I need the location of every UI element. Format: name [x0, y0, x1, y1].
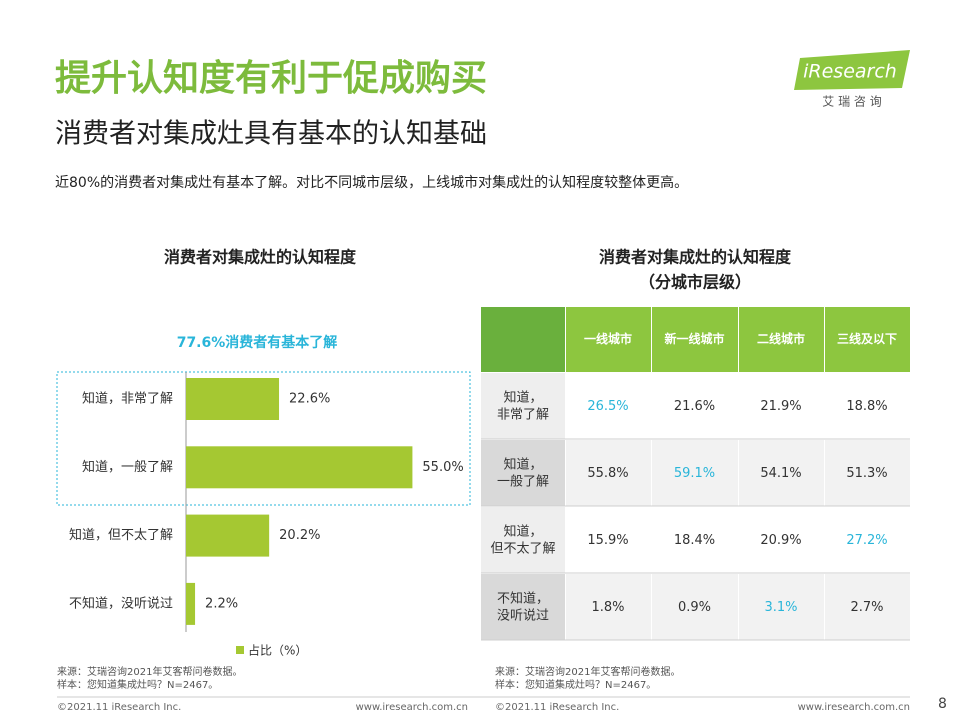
- cell-value: 15.9%: [587, 533, 628, 548]
- cell: [652, 507, 738, 573]
- bar: [186, 378, 280, 420]
- row-label-cell: [481, 440, 565, 506]
- cell: [825, 507, 910, 573]
- title: 提升认知度有利于促成购买: [55, 58, 487, 99]
- cell: [566, 574, 651, 640]
- bar: [186, 446, 413, 489]
- header-cell: [739, 307, 824, 372]
- cell: [825, 574, 910, 640]
- footer-url: www.iresearch.com.cn: [798, 702, 910, 713]
- cell-value: 18.4%: [674, 533, 715, 548]
- value-label: 22.6%: [289, 392, 330, 407]
- header-cell: [825, 307, 910, 372]
- row-label: 但不太了解: [490, 542, 555, 557]
- column-header: 一线城市: [584, 331, 632, 346]
- cell: [825, 440, 910, 506]
- cell-value: 18.8%: [846, 399, 887, 414]
- category-label: 知道，但不太了解: [69, 527, 173, 543]
- footer-url: www.iresearch.com.cn: [356, 702, 468, 713]
- cell: [566, 507, 651, 573]
- row-label: 知道，: [503, 390, 542, 406]
- legend-label: 占比（%）: [248, 643, 307, 658]
- annotation: 77.6%消费者有基本了解: [177, 334, 338, 351]
- row-label: 非常了解: [497, 408, 549, 423]
- category-label: 知道，一般了解: [82, 459, 173, 475]
- cell: [739, 373, 824, 439]
- highlight-box: [56, 371, 471, 506]
- source-note: 来源：艾瑞咨询2021年艾客帮问卷数据。: [495, 665, 680, 678]
- bar: [186, 582, 196, 625]
- cell: [566, 440, 651, 506]
- copyright: ©2021.11 iResearch Inc.: [57, 702, 181, 713]
- cell-value: 20.9%: [760, 533, 801, 548]
- cell-value: 55.8%: [587, 466, 628, 481]
- value-label: 2.2%: [205, 596, 238, 611]
- source-note: 来源：艾瑞咨询2021年艾客帮问卷数据。: [57, 665, 242, 678]
- cell: [566, 373, 651, 439]
- logo-tagline: 艾 瑞 咨 询: [822, 94, 881, 109]
- cell-value: 51.3%: [846, 466, 887, 481]
- row-label-cell: [481, 507, 565, 573]
- header-cell: [566, 307, 651, 372]
- row-label: 知道，: [503, 457, 542, 473]
- table-title: （分城市层级）: [639, 273, 751, 292]
- cell: [652, 440, 738, 506]
- row-label-cell: [481, 574, 565, 640]
- row-label: 一般了解: [497, 474, 549, 490]
- subtitle: 消费者对集成灶具有基本的认知基础: [55, 119, 487, 150]
- row-label: 没听说过: [497, 609, 549, 624]
- value-label: 20.2%: [279, 528, 320, 543]
- cell-value: 2.7%: [850, 600, 883, 615]
- legend-swatch: [236, 646, 244, 654]
- column-header: 三线及以下: [837, 331, 897, 346]
- cell: [739, 574, 824, 640]
- cell-value: 1.8%: [591, 600, 624, 615]
- table-title: 消费者对集成灶的认知程度: [599, 248, 792, 267]
- cell-value: 21.6%: [674, 399, 715, 414]
- row-label: 不知道，: [497, 591, 549, 607]
- cell: [825, 373, 910, 439]
- row-label: 知道，: [503, 524, 542, 540]
- copyright: ©2021.11 iResearch Inc.: [495, 702, 619, 713]
- cell-value: 0.9%: [678, 600, 711, 615]
- cell: [652, 373, 738, 439]
- page-number: 8: [938, 696, 947, 712]
- category-label: 不知道，没听说过: [69, 595, 173, 611]
- table-corner: [481, 307, 565, 372]
- cell-value: 3.1%: [764, 600, 797, 615]
- logo-shape: [794, 50, 910, 90]
- cell: [739, 440, 824, 506]
- content: 知道，非常了解 22.6%知道，一般了解 55.0%知道，但不太了解 20.2%不知道…: [57, 248, 947, 714]
- source-note: 样本：您知道集成灶吗？N=2467。: [57, 678, 218, 691]
- bar: [186, 514, 270, 557]
- cell: [652, 574, 738, 640]
- column-header: 新一线城市: [664, 331, 724, 346]
- source-note: 样本：您知道集成灶吗？N=2467。: [495, 678, 656, 691]
- chart-title: 消费者对集成灶的认知程度: [164, 248, 357, 267]
- category-label: 知道，非常了解: [82, 391, 173, 407]
- cell: [739, 507, 824, 573]
- cell-value: 27.2%: [846, 533, 887, 548]
- cell-value: 59.1%: [674, 466, 715, 481]
- value-label: 55.0%: [422, 460, 463, 475]
- summary: 近80%的消费者对集成灶有基本了解。对比不同城市层级，上线城市对集成灶的认知程度…: [55, 174, 688, 191]
- column-header: 二线城市: [757, 331, 805, 346]
- header-cell: [652, 307, 738, 372]
- logo-brand: iResearch: [803, 61, 897, 83]
- cell-value: 26.5%: [587, 399, 628, 414]
- cell-value: 21.9%: [760, 399, 801, 414]
- cell-value: 54.1%: [760, 466, 801, 481]
- row-label-cell: [481, 373, 565, 439]
